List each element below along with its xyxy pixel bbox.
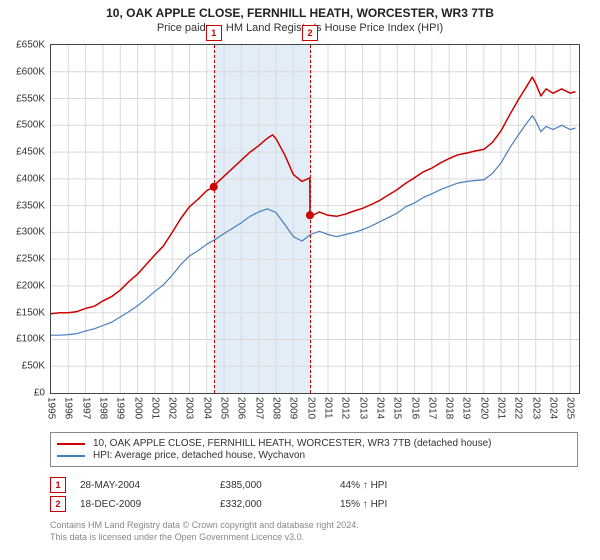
x-tick-label: 2018 <box>444 397 455 419</box>
x-tick-label: 2025 <box>565 397 576 419</box>
x-tick-label: 2005 <box>219 397 230 419</box>
x-tick-label: 1995 <box>46 397 57 419</box>
x-tick-label: 2022 <box>513 397 524 419</box>
x-tick-label: 1999 <box>115 397 126 419</box>
price-chart: £0£50K£100K£150K£200K£250K£300K£350K£400… <box>50 44 580 394</box>
legend-label: 10, OAK APPLE CLOSE, FERNHILL HEATH, WOR… <box>93 438 491 449</box>
x-tick-label: 2019 <box>461 397 472 419</box>
event-marker-box: 1 <box>206 25 222 41</box>
x-tick-label: 2010 <box>305 397 316 419</box>
x-tick-label: 2007 <box>253 397 264 419</box>
x-tick-label: 2009 <box>288 397 299 419</box>
x-tick-label: 2020 <box>478 397 489 419</box>
x-tick-label: 2001 <box>149 397 160 419</box>
legend-swatch <box>57 443 85 445</box>
y-tick-label: £400K <box>16 173 45 184</box>
x-tick-label: 2021 <box>496 397 507 419</box>
footer-line-1: Contains HM Land Registry data © Crown c… <box>50 520 578 532</box>
y-tick-label: £650K <box>16 40 45 51</box>
chart-titles: 10, OAK APPLE CLOSE, FERNHILL HEATH, WOR… <box>0 6 600 34</box>
x-tick-label: 2013 <box>357 397 368 419</box>
legend: 10, OAK APPLE CLOSE, FERNHILL HEATH, WOR… <box>50 432 578 467</box>
x-tick-label: 2006 <box>236 397 247 419</box>
x-tick-label: 2000 <box>132 397 143 419</box>
x-tick-label: 2002 <box>167 397 178 419</box>
y-tick-label: £150K <box>16 307 45 318</box>
y-tick-label: £100K <box>16 334 45 345</box>
x-tick-label: 2024 <box>548 397 559 419</box>
y-tick-label: £50K <box>22 361 45 372</box>
event-marker-line <box>310 45 311 393</box>
event-price: £332,000 <box>220 499 340 510</box>
x-tick-label: 2004 <box>201 397 212 419</box>
x-tick-label: 2012 <box>340 397 351 419</box>
x-tick-label: 1996 <box>63 397 74 419</box>
x-tick-label: 2023 <box>530 397 541 419</box>
y-tick-label: £500K <box>16 120 45 131</box>
x-tick-label: 2017 <box>426 397 437 419</box>
event-marker-box: 2 <box>302 25 318 41</box>
footer-line-2: This data is licensed under the Open Gov… <box>50 532 578 544</box>
event-date: 28-MAY-2004 <box>80 480 220 491</box>
y-tick-label: £250K <box>16 254 45 265</box>
legend-swatch <box>57 455 85 457</box>
x-tick-label: 2008 <box>271 397 282 419</box>
event-diff: 44% ↑ HPI <box>340 480 460 491</box>
y-tick-label: £550K <box>16 93 45 104</box>
event-number-box: 2 <box>50 496 66 512</box>
y-tick-label: £0 <box>34 388 45 399</box>
x-tick-label: 2014 <box>374 397 385 419</box>
event-table: 1 28-MAY-2004£385,00044% ↑ HPI 2 18-DEC-200… <box>50 474 578 515</box>
y-tick-label: £350K <box>16 200 45 211</box>
event-date: 18-DEC-2009 <box>80 499 220 510</box>
event-price: £385,000 <box>220 480 340 491</box>
title-sub: Price paid vs. HM Land Registry's House … <box>0 22 600 34</box>
x-tick-label: 1997 <box>80 397 91 419</box>
legend-row: HPI: Average price, detached house, Wych… <box>57 450 571 461</box>
y-tick-label: £300K <box>16 227 45 238</box>
title-main: 10, OAK APPLE CLOSE, FERNHILL HEATH, WOR… <box>0 6 600 20</box>
event-row: 1 28-MAY-2004£385,00044% ↑ HPI <box>50 477 578 493</box>
event-marker-line <box>214 45 215 393</box>
x-tick-label: 2015 <box>392 397 403 419</box>
x-tick-label: 2016 <box>409 397 420 419</box>
x-tick-label: 2003 <box>184 397 195 419</box>
event-row: 2 18-DEC-2009£332,00015% ↑ HPI <box>50 496 578 512</box>
x-tick-label: 1998 <box>97 397 108 419</box>
event-diff: 15% ↑ HPI <box>340 499 460 510</box>
y-tick-label: £450K <box>16 147 45 158</box>
legend-row: 10, OAK APPLE CLOSE, FERNHILL HEATH, WOR… <box>57 438 571 449</box>
legend-label: HPI: Average price, detached house, Wych… <box>93 450 305 461</box>
y-tick-label: £600K <box>16 66 45 77</box>
x-tick-label: 2011 <box>322 397 333 419</box>
y-tick-label: £200K <box>16 280 45 291</box>
event-number-box: 1 <box>50 477 66 493</box>
footer-credits: Contains HM Land Registry data © Crown c… <box>50 520 578 543</box>
